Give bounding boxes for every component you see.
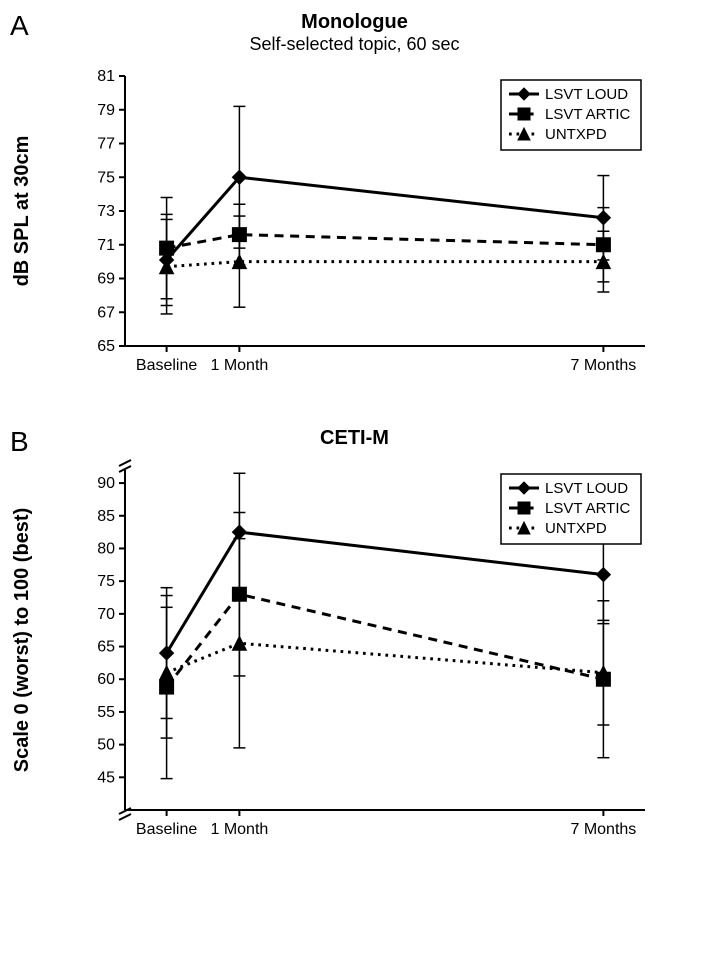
x-tick-label: 1 Month xyxy=(210,821,268,838)
legend-label: UNTXPD xyxy=(545,126,607,143)
y-tick-label: 77 xyxy=(97,135,115,152)
y-axis-label: dB SPL at 30cm xyxy=(11,135,33,286)
y-tick-label: 50 xyxy=(97,736,115,753)
panel-label: B xyxy=(10,426,29,458)
panel: AMonologueSelf-selected topic, 60 sec dB … xyxy=(10,10,699,396)
x-tick-label: Baseline xyxy=(136,357,197,374)
legend-label: LSVT LOUD xyxy=(545,86,628,103)
chart-titles: CETI-M xyxy=(10,426,699,450)
series-line xyxy=(167,261,604,266)
y-tick-label: 75 xyxy=(97,573,115,590)
y-tick-label: 85 xyxy=(97,507,115,524)
y-tick-label: 55 xyxy=(97,704,115,721)
y-tick-label: 65 xyxy=(97,638,115,655)
legend-label: UNTXPD xyxy=(545,520,607,537)
x-tick-label: 7 Months xyxy=(570,821,636,838)
panel-label: A xyxy=(10,10,29,42)
y-tick-label: 70 xyxy=(97,605,115,622)
y-tick-label: 90 xyxy=(97,475,115,492)
y-axis-label: Scale 0 (worst) to 100 (best) xyxy=(11,507,33,772)
x-tick-label: 7 Months xyxy=(570,357,636,374)
series-line xyxy=(167,177,604,260)
y-tick-label: 75 xyxy=(97,169,115,186)
legend-label: LSVT ARTIC xyxy=(545,106,630,123)
y-tick-label: 67 xyxy=(97,304,115,321)
y-tick-label: 80 xyxy=(97,540,115,557)
chart-svg: dB SPL at 30cm 65 67 69 71 73 75 77 79 81 Baseline… xyxy=(10,56,705,396)
legend-label: LSVT ARTIC xyxy=(545,500,630,517)
x-tick-label: Baseline xyxy=(136,821,197,838)
series-line xyxy=(167,643,604,672)
panel: BCETI-M Scale 0 (worst) to 100 (best) 45 50… xyxy=(10,426,699,860)
x-tick-label: 1 Month xyxy=(210,357,268,374)
y-tick-label: 73 xyxy=(97,203,115,220)
chart-title-main: CETI-M xyxy=(10,426,699,450)
series-line xyxy=(167,594,604,687)
y-tick-label: 45 xyxy=(97,769,115,786)
y-tick-label: 65 xyxy=(97,338,115,355)
chart-svg: Scale 0 (worst) to 100 (best) 45 50 55 60 65 7… xyxy=(10,450,705,860)
y-tick-label: 71 xyxy=(97,236,115,253)
y-tick-label: 69 xyxy=(97,270,115,287)
chart-title-sub: Self-selected topic, 60 sec xyxy=(10,34,699,56)
y-tick-label: 79 xyxy=(97,101,115,118)
legend-label: LSVT LOUD xyxy=(545,480,628,497)
y-tick-label: 81 xyxy=(97,68,115,85)
y-tick-label: 60 xyxy=(97,671,115,688)
chart-titles: MonologueSelf-selected topic, 60 sec xyxy=(10,10,699,56)
chart-title-main: Monologue xyxy=(10,10,699,34)
